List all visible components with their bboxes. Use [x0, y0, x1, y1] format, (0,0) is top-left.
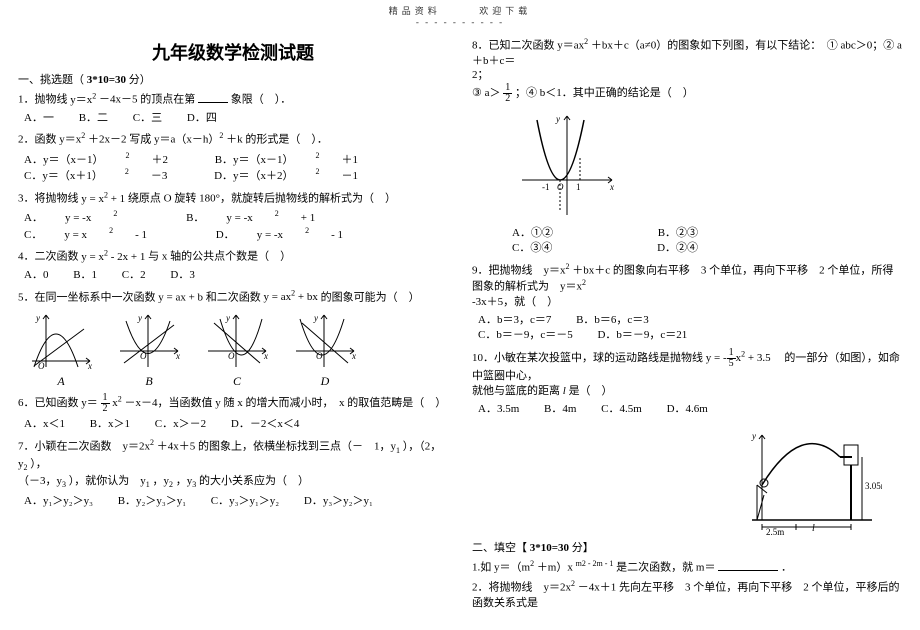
q8-svg: x y O -1 1: [512, 110, 622, 220]
q7-options: A．y₁＞y₂＞y₃ B．y₂＞y₃＞y₁ C．y₃＞y₁＞y₂ D．y₃＞y₂…: [24, 494, 448, 509]
graph-c-svg: x y O: [202, 311, 272, 371]
section1-head: 一、挑选题（ 3*10=30 分）: [18, 71, 448, 87]
svg-text:1: 1: [576, 182, 581, 192]
fq1-blank: [718, 560, 778, 571]
q4-options: A．0 B．1 C．2 D．3: [24, 268, 448, 283]
page-title: 九年级数学检测试题: [18, 39, 448, 65]
q2-options: A．y＝（x－1）2＋2 B．y＝（x－1）2＋1 C．y＝（x＋1）2－3 D…: [24, 151, 448, 184]
svg-text:O: O: [316, 351, 323, 361]
question-2: 2．函数 y＝x2 ＋2x－2 写成 y＝a（x－h）2 ＋k 的形式是（ ）．…: [18, 131, 448, 184]
svg-text:x: x: [351, 351, 356, 361]
svg-text:l: l: [812, 523, 815, 534]
left-column: 九年级数学检测试题 一、挑选题（ 3*10=30 分） 1．抛物线 y＝x2 －…: [18, 27, 448, 615]
svg-text:y: y: [35, 313, 40, 323]
question-4: 4．二次函数 y = x2 - 2x + 1 与 x 轴的公共点个数是（ ） A…: [18, 248, 448, 282]
svg-text:x: x: [175, 351, 180, 361]
question-9: 9．把抛物线 y＝x2 ＋bx＋c 的图象向右平移 3 个单位，再向下平移 2 …: [472, 262, 902, 343]
q10-options: A．3.5m B．4m C．4.5m D．4.6m: [478, 402, 902, 417]
graph-a-svg: xyO: [26, 311, 96, 371]
section2-head: 二、填空【 3*10=30 分】: [472, 539, 902, 555]
q1-options: A．一 B．二 C．三 D．四: [24, 111, 448, 126]
q5-graph-c: xyO C: [202, 311, 272, 389]
watermark-left: 精品资料: [389, 6, 441, 16]
question-1: 1．抛物线 y＝x2 －4x－5 的顶点在第 象限（ ）． A．一 B．二 C．…: [18, 91, 448, 125]
question-6: 6．已知函数 y＝ 12 x2 －x－4，当函数值 y 随 x 的增大而减小时，…: [18, 393, 448, 432]
svg-text:y: y: [225, 313, 230, 323]
question-10: 10．小敏在某次投篮中，球的运动路线是抛物线 y = -15x2 + 3.5 的…: [472, 348, 902, 535]
basketball-svg: y 3.05m 2.5m l: [732, 425, 882, 535]
question-5: 5．在同一坐标系中一次函数 y = ax + b 和二次函数 y = ax2 +…: [18, 289, 448, 390]
q5-graph-b: xyO B: [114, 311, 184, 389]
svg-text:x: x: [87, 361, 92, 371]
q8-options: A．①② B．②③ C．③④ D．②④: [512, 226, 902, 256]
q8-graph: x y O -1 1: [512, 110, 902, 220]
q1-blank: [198, 92, 228, 103]
question-3: 3．将抛物线 y = x2 + 1 绕原点 O 旋转 180°，就旋转后抛物线的…: [18, 190, 448, 243]
svg-text:y: y: [751, 431, 756, 441]
header-dashes: - - - - - - - - - -: [0, 17, 920, 27]
svg-text:y: y: [313, 313, 318, 323]
right-column: 8．已知二次函数 y＝ax2 ＋bx＋c（a≠0）的图象如下列图，有以下结论： …: [472, 27, 902, 615]
svg-text:x: x: [609, 182, 614, 192]
q3-options: A．y = -x2 B．y = -x2 + 1 C．y = x2 - 1 D．y…: [24, 209, 448, 242]
svg-text:y: y: [137, 313, 142, 323]
q10-diagram: y 3.05m 2.5m l: [472, 425, 902, 535]
q5-graph-d: xyO D: [290, 311, 360, 389]
fill-question-2: 2．将抛物线 y＝2x2 －4x＋1 先向左平移 3 个单位，再向下平移 2 个…: [472, 579, 902, 610]
svg-text:O: O: [228, 351, 235, 361]
svg-text:2.5m: 2.5m: [766, 527, 784, 535]
svg-text:3.05m: 3.05m: [865, 481, 882, 491]
q5-graph-a: xyO A: [26, 311, 96, 389]
question-8: 8．已知二次函数 y＝ax2 ＋bx＋c（a≠0）的图象如下列图，有以下结论： …: [472, 37, 902, 256]
question-7: 7．小颖在二次函数 y＝2x2 ＋4x＋5 的图象上，依横坐标找到三点（－ 1，…: [18, 438, 448, 508]
fill-question-1: 1.如 y＝（m2 ＋m）x m2 - 2m - 1 是二次函数，就 m＝ ．: [472, 559, 902, 576]
watermark-right: 欢迎下载: [479, 6, 531, 16]
graph-d-svg: x y O: [290, 311, 360, 371]
svg-text:-1: -1: [542, 182, 550, 192]
q6-options: A．x＜1 B．x＞1 C．x＞－2 D．－2＜x＜4: [24, 417, 448, 432]
svg-text:x: x: [263, 351, 268, 361]
svg-text:y: y: [555, 114, 560, 124]
graph-b-svg: xyO: [114, 311, 184, 371]
q5-graphs: xyO A xyO B: [26, 311, 448, 389]
q9-options: A．b＝3，c＝7 B．b＝6，c＝3 C．b＝－9，c＝－5 D．b＝－9，c…: [478, 313, 902, 343]
svg-text:O: O: [557, 182, 564, 192]
